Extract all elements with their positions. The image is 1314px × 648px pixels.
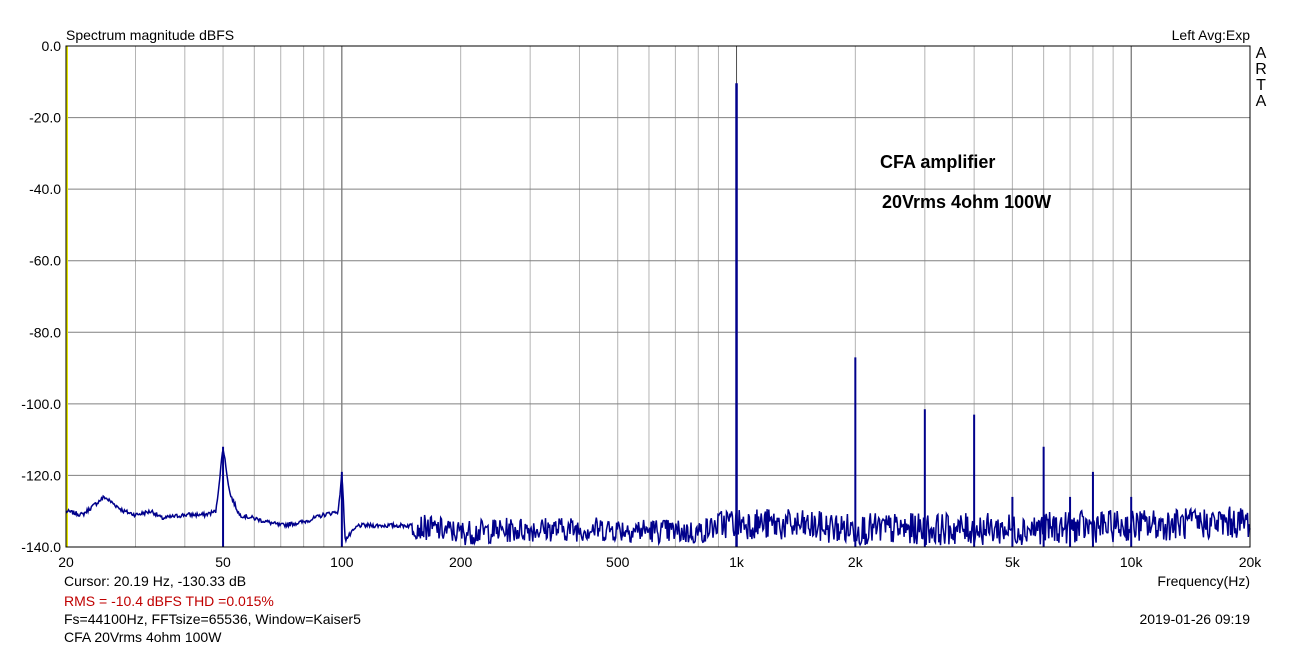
x-tick-label: 20k [1239, 554, 1263, 570]
plot-frame [65, 45, 1251, 548]
x-tick-label: 10k [1120, 554, 1144, 570]
y-tick-label: -100.0 [21, 396, 61, 412]
x-tick-label: 20 [58, 554, 74, 570]
measurement-description: CFA 20Vrms 4ohm 100W [64, 629, 222, 645]
x-tick-label: 1k [729, 554, 745, 570]
spectrum-line [65, 448, 1251, 547]
y-tick-label: -120.0 [21, 467, 61, 483]
x-tick-label: 200 [449, 554, 473, 570]
y-tick-label: -80.0 [29, 324, 61, 340]
cursor-readout: Cursor: 20.19 Hz, -130.33 dB [64, 573, 247, 589]
x-tick-label: 100 [330, 554, 354, 570]
harmonic-peaks [222, 83, 1133, 547]
y-tick-label: -140.0 [21, 539, 61, 555]
y-tick-labels: 0.0 -20.0 -40.0 -60.0 -80.0 -100.0 -120.0 -140.… [21, 38, 61, 555]
x-axis-label: Frequency(Hz) [1157, 573, 1250, 589]
x-tick-label: 5k [1005, 554, 1021, 570]
chart-title: Spectrum magnitude dBFS [66, 27, 235, 43]
x-tick-label: 50 [215, 554, 231, 570]
x-tick-label: 2k [848, 554, 864, 570]
y-tick-label: -60.0 [29, 253, 61, 269]
channel-info: Left Avg:Exp [1171, 27, 1250, 43]
y-tick-label: -20.0 [29, 110, 61, 126]
x-tick-label: 500 [606, 554, 630, 570]
annotation-subtitle: 20Vrms 4ohm 100W [882, 192, 1051, 212]
analysis-settings: Fs=44100Hz, FFTsize=65536, Window=Kaiser… [64, 611, 361, 627]
y-tick-label: 0.0 [42, 38, 62, 54]
timestamp: 2019-01-26 09:19 [1139, 611, 1250, 627]
annotation-title: CFA amplifier [880, 152, 995, 172]
y-tick-label: -40.0 [29, 181, 61, 197]
rms-thd-readout: RMS = -10.4 dBFS THD =0.015% [64, 593, 274, 609]
x-tick-labels: 20 50 100 200 500 1k 2k 5k 10k 20k [58, 554, 1262, 570]
chart-grid [66, 45, 1250, 548]
arta-logo: ARTA [1255, 45, 1267, 110]
